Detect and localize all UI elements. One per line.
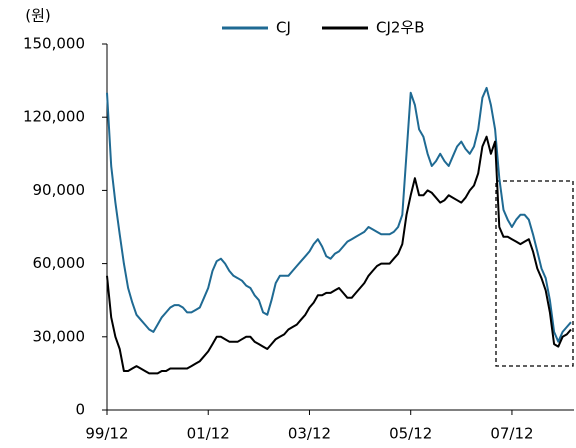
y-unit-label: (원): [25, 7, 51, 25]
line-series: [106, 135, 572, 375]
y-tick-label: 30,000: [33, 327, 86, 345]
x-tick-label: 01/12: [187, 425, 230, 443]
line-series: [106, 86, 572, 343]
y-tick-label: 0: [75, 401, 85, 419]
y-tick-label: 60,000: [33, 254, 86, 272]
y-tick-label: 120,000: [23, 108, 85, 126]
x-tick-label: 05/12: [389, 425, 432, 443]
y-tick-label: 150,000: [23, 35, 85, 53]
x-tick-label: 99/12: [85, 425, 128, 443]
x-tick-label: 03/12: [288, 425, 331, 443]
highlight-box: [495, 180, 574, 367]
legend-label: CJ: [276, 19, 291, 37]
y-tick-label: 90,000: [33, 181, 86, 199]
x-tick-label: 07/12: [490, 425, 533, 443]
legend-label: CJ2우B: [376, 19, 425, 37]
